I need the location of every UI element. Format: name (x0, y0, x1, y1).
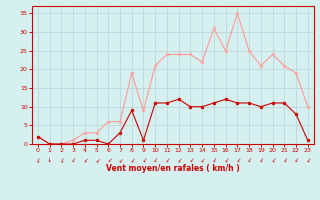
X-axis label: Vent moyen/en rafales ( km/h ): Vent moyen/en rafales ( km/h ) (106, 164, 240, 173)
Text: ↓: ↓ (140, 158, 147, 165)
Text: ↓: ↓ (163, 158, 171, 165)
Text: ↓: ↓ (58, 158, 65, 164)
Text: ↓: ↓ (210, 158, 217, 165)
Text: ↓: ↓ (69, 158, 76, 165)
Text: ↓: ↓ (128, 158, 135, 165)
Text: ↓: ↓ (269, 158, 276, 165)
Text: ↓: ↓ (234, 158, 241, 165)
Text: ↓: ↓ (81, 158, 88, 165)
Text: ↓: ↓ (47, 158, 52, 163)
Text: ↓: ↓ (35, 158, 41, 164)
Text: ↓: ↓ (281, 158, 288, 165)
Text: ↓: ↓ (304, 158, 311, 165)
Text: ↓: ↓ (245, 158, 252, 165)
Text: ↓: ↓ (93, 158, 100, 165)
Text: ↓: ↓ (198, 158, 206, 165)
Text: ↓: ↓ (222, 158, 229, 165)
Text: ↓: ↓ (175, 158, 182, 165)
Text: ↓: ↓ (257, 158, 264, 165)
Text: ↓: ↓ (116, 158, 124, 165)
Text: ↓: ↓ (187, 158, 194, 165)
Text: ↓: ↓ (105, 158, 112, 165)
Text: ↓: ↓ (152, 158, 159, 165)
Text: ↓: ↓ (292, 158, 300, 165)
